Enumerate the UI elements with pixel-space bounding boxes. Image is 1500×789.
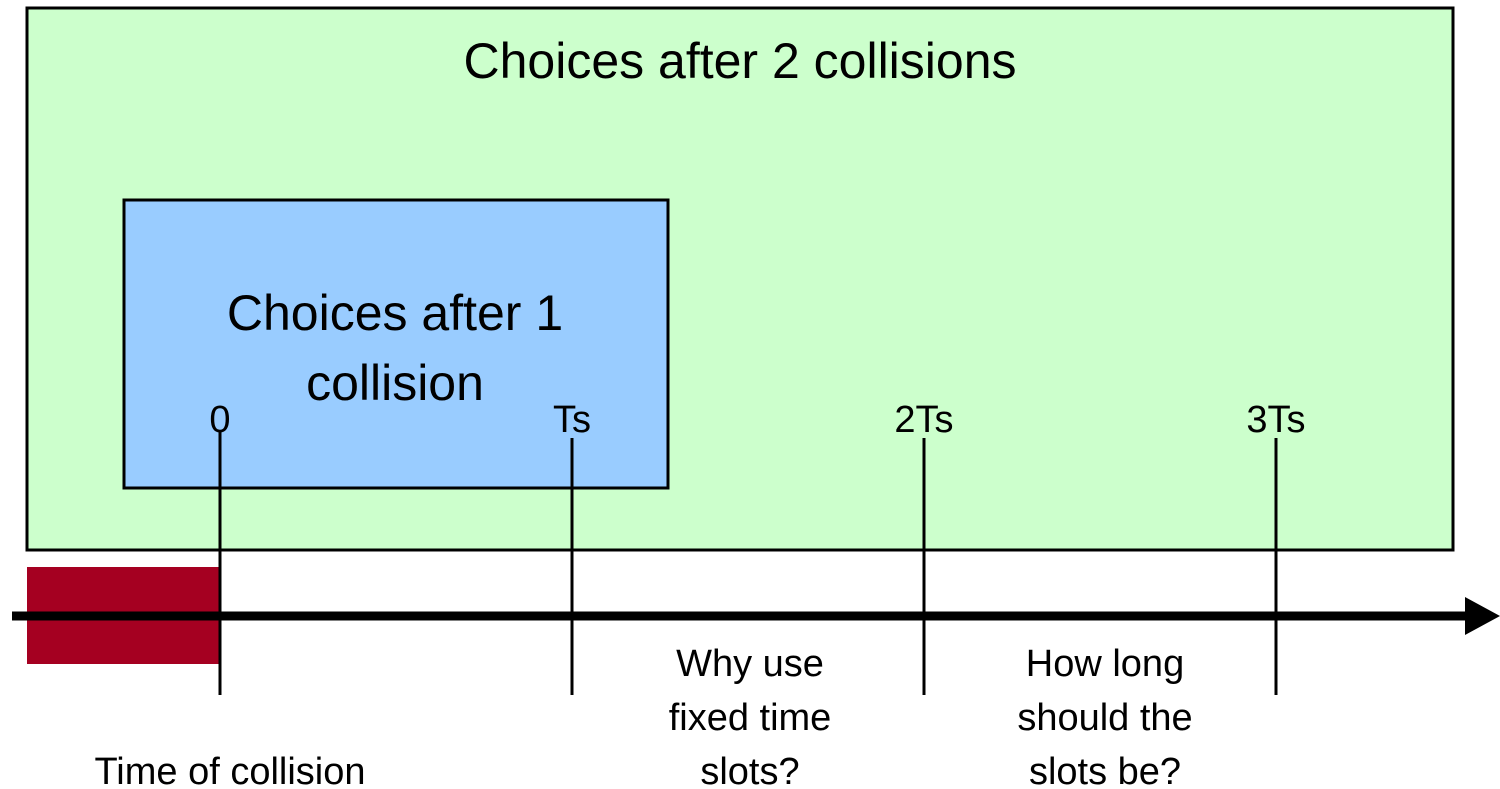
tick-label: 2Ts (894, 399, 953, 441)
inner-box (122, 198, 670, 490)
tick-label: 0 (209, 399, 230, 441)
inner-title: collision (306, 355, 484, 411)
tick-label: 3Ts (1246, 399, 1305, 441)
tick-lines (218, 430, 1278, 695)
inner-title: Choices after 1 (227, 285, 563, 341)
note: Time of collision (94, 751, 365, 789)
outer-title: Choices after 2 collisions (463, 33, 1016, 89)
note: slots be? (1029, 751, 1181, 789)
note: fixed time (669, 697, 832, 739)
note: should the (1017, 697, 1192, 739)
note: slots? (700, 751, 799, 789)
note: Why use (676, 643, 824, 685)
tick-label: Ts (553, 399, 591, 441)
note: How long (1026, 643, 1184, 685)
arrow-head (1465, 597, 1500, 635)
